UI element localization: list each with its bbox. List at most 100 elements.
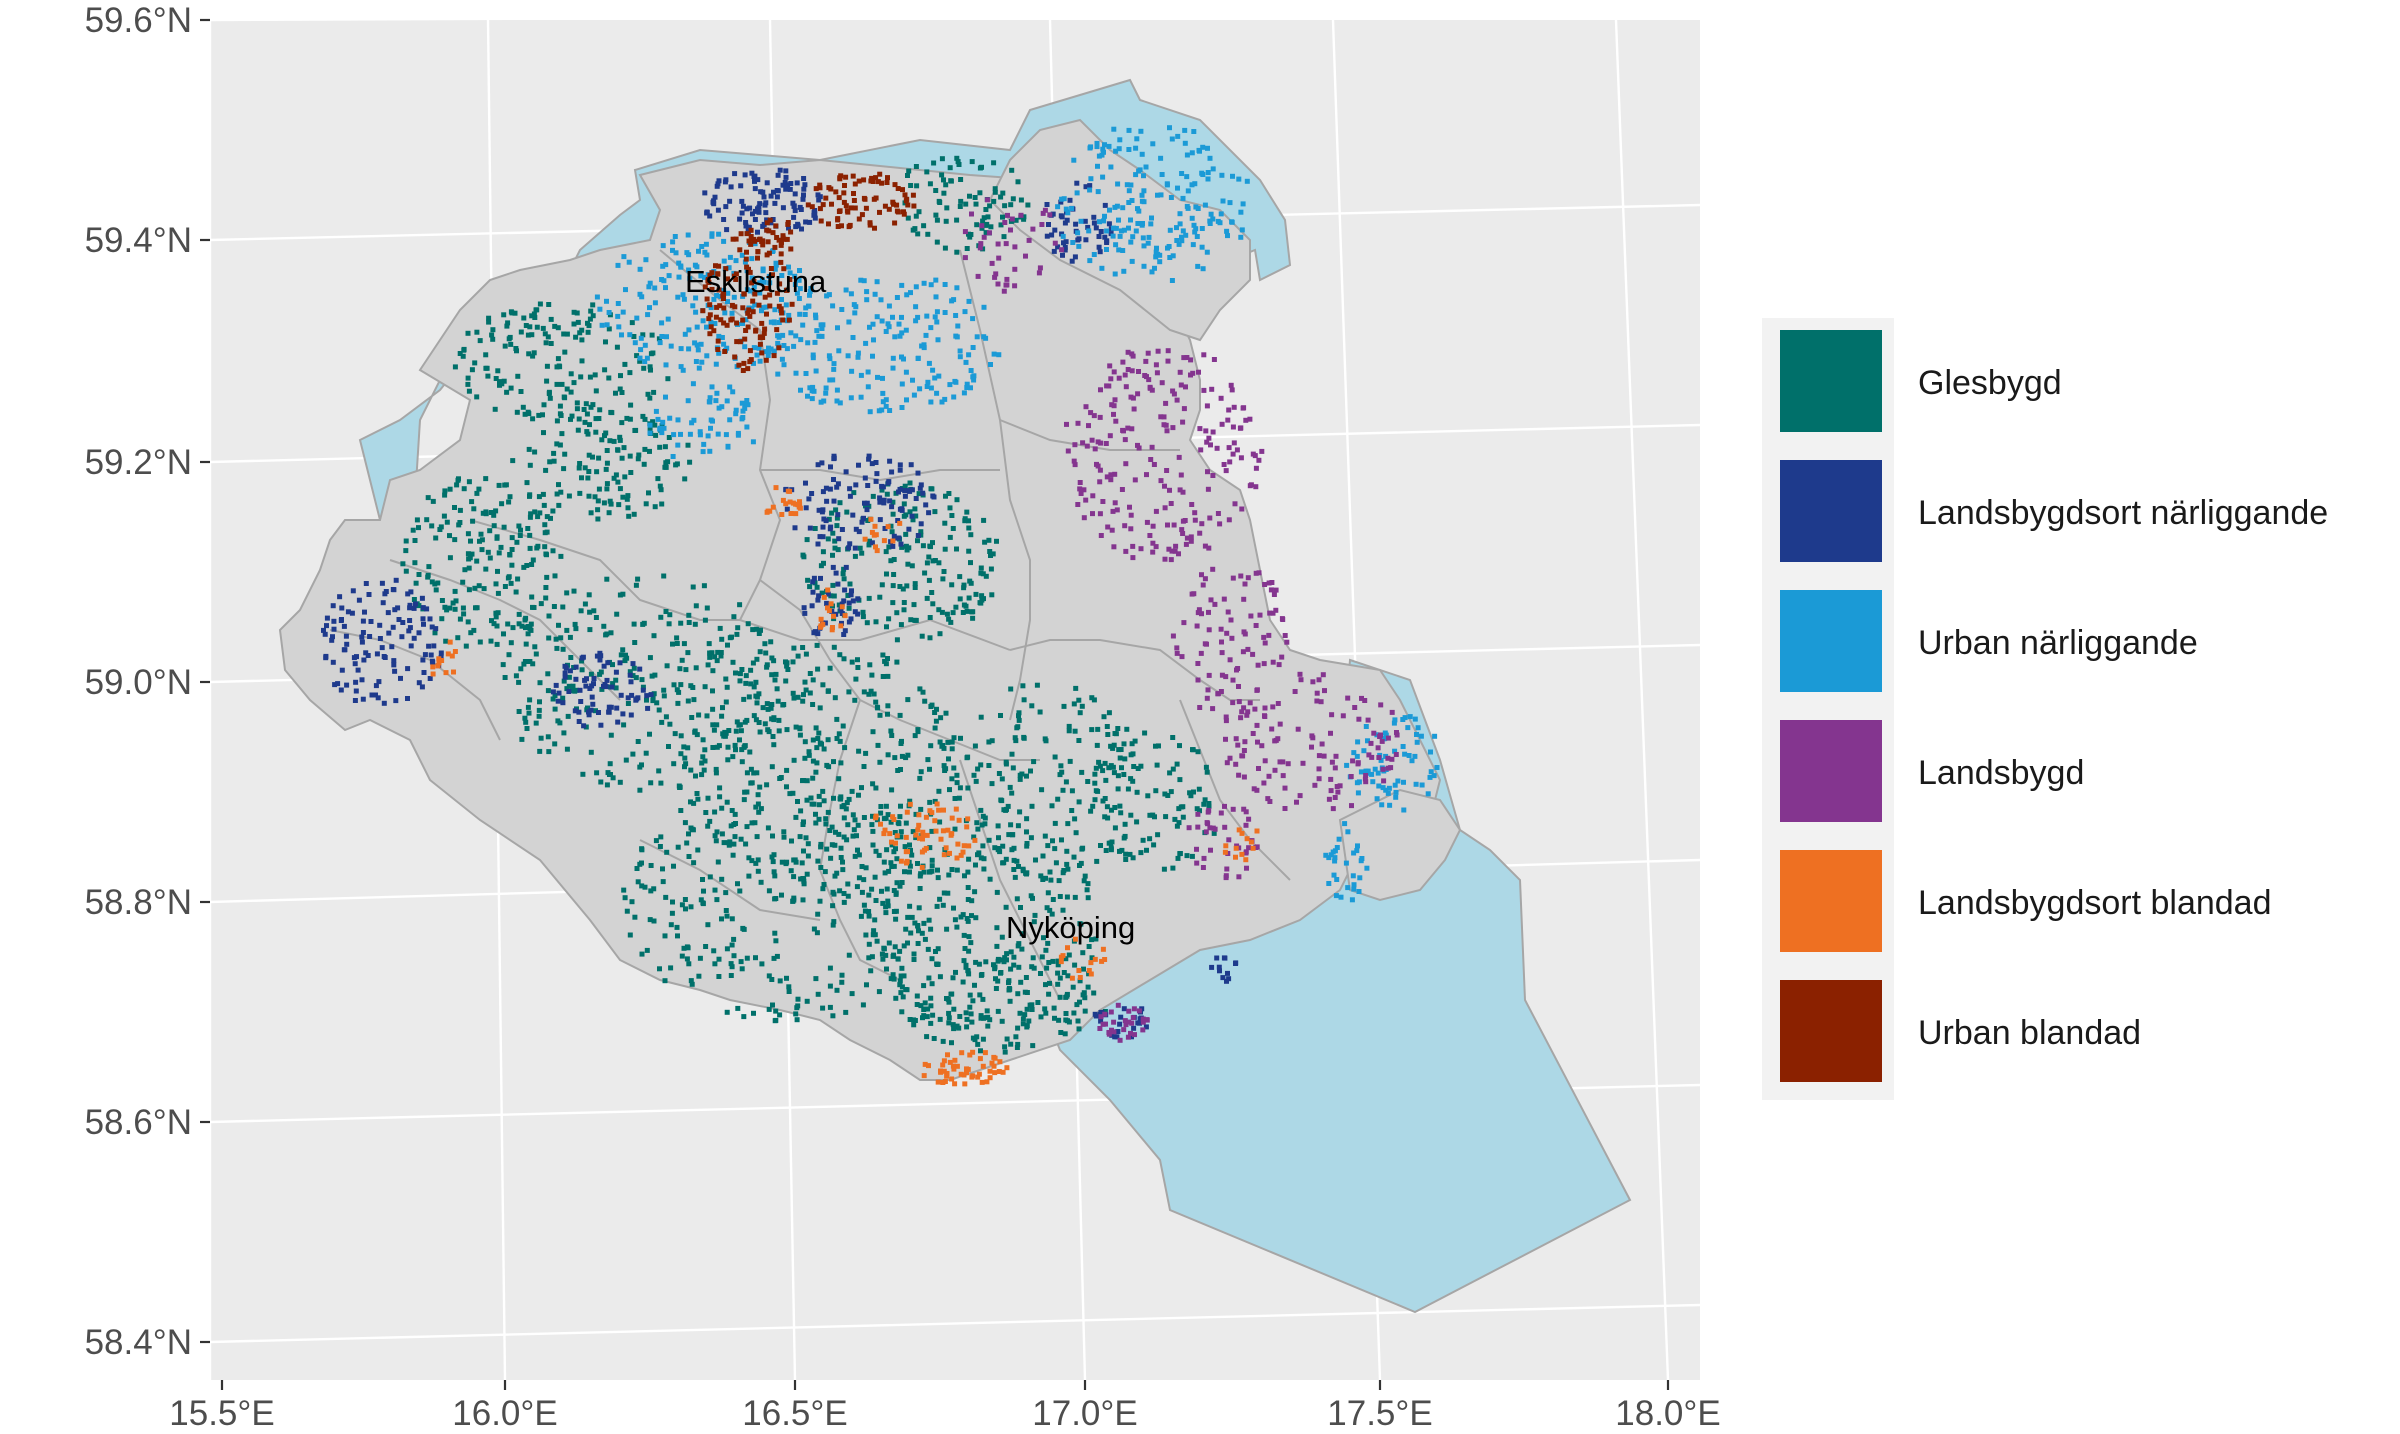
category-dot (926, 1063, 931, 1069)
category-dot (1128, 776, 1134, 782)
category-dot (700, 900, 706, 906)
category-dot (1179, 238, 1185, 244)
category-dot (1130, 1015, 1136, 1021)
category-dot (992, 845, 998, 851)
category-dot (754, 700, 760, 706)
category-dot (864, 982, 869, 988)
category-dot (770, 504, 776, 510)
category-dot (811, 210, 817, 216)
category-dot (771, 742, 777, 748)
category-dot (997, 1059, 1003, 1065)
category-dot (954, 249, 960, 255)
category-dot (1100, 174, 1106, 180)
category-dot (841, 899, 847, 905)
category-dot (740, 368, 746, 373)
category-dot (769, 977, 775, 982)
category-dot (940, 902, 946, 908)
category-dot (363, 581, 369, 586)
category-dot (523, 625, 528, 631)
category-dot (889, 529, 895, 535)
category-dot (494, 641, 500, 647)
category-dot (942, 768, 948, 773)
category-dot (495, 368, 501, 374)
category-dot (713, 398, 719, 404)
category-dot (702, 190, 708, 196)
category-dot (1049, 803, 1055, 809)
category-dot (704, 296, 710, 302)
category-dot (918, 521, 924, 527)
category-dot (1240, 649, 1246, 655)
category-dot (788, 181, 794, 186)
category-dot (872, 291, 878, 297)
category-dot (1063, 956, 1069, 962)
category-dot (725, 290, 731, 296)
category-dot (1040, 210, 1046, 216)
category-dot (516, 611, 522, 617)
category-dot (1202, 797, 1208, 803)
category-dot (1065, 866, 1071, 872)
category-dot (705, 823, 711, 829)
category-dot (898, 858, 904, 864)
category-dot (1140, 1027, 1146, 1033)
category-dot (849, 368, 855, 374)
category-dot (1055, 244, 1061, 250)
category-dot (1012, 244, 1018, 250)
category-dot (809, 204, 815, 210)
category-dot (978, 600, 984, 606)
category-dot (780, 182, 786, 188)
category-dot (1048, 877, 1054, 883)
category-dot (590, 454, 595, 460)
category-dot (741, 926, 747, 932)
category-dot (674, 635, 680, 641)
category-dot (866, 503, 872, 509)
category-dot (885, 656, 890, 661)
category-dot (1128, 512, 1134, 518)
category-dot (812, 526, 818, 531)
category-dot (1050, 838, 1055, 844)
category-dot (902, 844, 908, 850)
category-dot (607, 438, 613, 444)
category-dot (969, 1074, 975, 1080)
category-dot (958, 852, 964, 858)
category-dot (904, 860, 909, 866)
category-dot (1112, 271, 1118, 277)
category-dot (704, 324, 709, 330)
category-dot (725, 744, 731, 750)
category-dot (1180, 195, 1186, 201)
category-dot (1089, 937, 1095, 943)
category-dot (904, 196, 910, 202)
category-dot (1100, 1021, 1106, 1027)
category-dot (784, 663, 790, 669)
category-dot (1163, 814, 1169, 820)
category-dot (804, 871, 810, 877)
category-dot (1058, 199, 1064, 205)
category-dot (885, 480, 891, 486)
category-dot (1130, 234, 1136, 240)
category-dot (1316, 776, 1322, 782)
category-dot (702, 249, 708, 255)
category-dot (932, 798, 938, 804)
category-dot (842, 587, 848, 593)
category-dot (634, 353, 640, 359)
category-dot (887, 458, 893, 464)
category-dot (407, 625, 413, 631)
y-tick-label: 59.2°N (85, 443, 192, 482)
category-dot (814, 930, 820, 936)
category-dot (1088, 960, 1094, 966)
category-dot (476, 583, 482, 589)
category-dot (954, 780, 960, 786)
category-dot (685, 698, 691, 704)
category-dot (542, 544, 548, 550)
category-dot (584, 676, 589, 682)
category-dot (773, 262, 779, 268)
category-dot (760, 238, 766, 244)
category-dot (1379, 738, 1385, 744)
category-dot (738, 183, 744, 189)
category-dot (519, 623, 525, 629)
category-dot (502, 343, 508, 349)
category-dot (927, 181, 933, 187)
category-dot (1332, 855, 1338, 861)
category-dot (516, 621, 522, 627)
category-dot (683, 667, 689, 673)
category-dot (1008, 1041, 1014, 1047)
